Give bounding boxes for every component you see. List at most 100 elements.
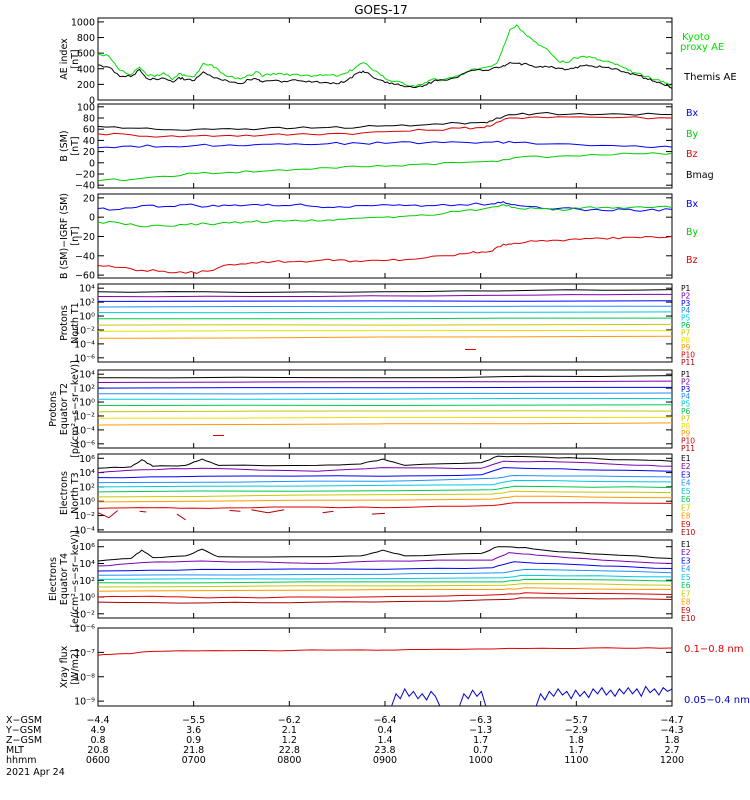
series-line-e10 xyxy=(371,512,386,515)
legend-p1: P1 xyxy=(681,370,691,379)
series-line-bz xyxy=(97,235,673,274)
ephemeris-value: −4.7 xyxy=(660,715,683,726)
plot-date: 2021 Apr 24 xyxy=(6,767,65,778)
series-line-p2 xyxy=(97,293,672,298)
y-tick-label: 10⁻² xyxy=(74,609,95,620)
y-axis-label: [e/(cm²−s−sr−keV)] xyxy=(70,530,81,627)
panel-7: 10⁶ 10⁴ 10² 10⁰ 10⁻² Electrons Equator T4 [e/(c… xyxy=(48,530,696,627)
y-tick-label: 60 xyxy=(83,125,95,136)
y-tick-label: 10⁻⁸ xyxy=(74,672,95,683)
panel-frame xyxy=(97,17,673,101)
ephemeris-value: 0.9 xyxy=(186,735,201,746)
series-line-bz xyxy=(97,116,673,138)
y-tick-label: 10⁶ xyxy=(79,542,95,553)
ephemeris-row-label: Y−GSM xyxy=(5,725,41,736)
y-tick-label: 80 xyxy=(83,114,95,125)
y-tick-label: −60 xyxy=(75,271,95,282)
series-line-e7 xyxy=(97,490,673,498)
series-line-e5 xyxy=(97,574,673,580)
series-line-e10 xyxy=(176,513,186,521)
legend-p3: P3 xyxy=(681,385,691,394)
ephemeris-value: 1.2 xyxy=(282,735,297,746)
legend-e1: E1 xyxy=(681,540,691,549)
ephemeris-value: 0900 xyxy=(373,755,397,766)
ephemeris-row-label: Z−GSM xyxy=(6,735,42,746)
y-tick-label: 10² xyxy=(79,298,95,309)
series-line-p5 xyxy=(97,397,673,400)
y-axis-label: B (SM)−IGRF (SM) xyxy=(59,193,70,279)
legend-xray-1: 0.1−0.8 nm xyxy=(684,644,743,655)
legend-e9: E9 xyxy=(681,520,691,529)
legend-e10: E10 xyxy=(681,528,696,537)
legend-e10: E10 xyxy=(681,614,696,623)
legend-p2: P2 xyxy=(681,377,691,386)
y-tick-label: 20 xyxy=(83,193,95,204)
series-line-p8 xyxy=(97,329,673,332)
y-tick-label: 1000 xyxy=(71,17,95,28)
series-line-e8 xyxy=(97,587,673,592)
series-line-e7 xyxy=(97,583,673,588)
series-line-0-05-0-4-nm xyxy=(459,689,487,707)
ephemeris-value: 0700 xyxy=(182,755,206,766)
y-tick-label: 10⁴ xyxy=(79,559,95,570)
legend-bx: Bx xyxy=(686,199,699,210)
series-line-0-1-0-8-nm xyxy=(97,647,673,656)
ephemeris-value: 1.8 xyxy=(664,735,679,746)
legend-bx: Bx xyxy=(686,108,699,119)
series-line-p6 xyxy=(97,404,673,407)
legend-p10: P10 xyxy=(681,437,695,446)
legend-e3: E3 xyxy=(681,470,691,479)
y-tick-label: 0 xyxy=(89,213,95,224)
series-line-p4 xyxy=(97,305,672,308)
y-axis-label: [nT] xyxy=(70,226,81,245)
ephemeris-value: 2.7 xyxy=(664,745,679,756)
y-axis-label: North T1 xyxy=(70,302,81,343)
legend-by: By xyxy=(686,227,699,238)
y-tick-label: 10⁰ xyxy=(79,312,95,323)
series-line-p1 xyxy=(97,375,673,379)
legend-p5: P5 xyxy=(681,400,691,409)
y-tick-label: 10⁻² xyxy=(74,411,95,422)
ephemeris-value: 23.8 xyxy=(374,745,395,756)
legend-p11: P11 xyxy=(681,358,695,367)
panel-5: 10⁴ 10² 10⁰ 10⁻² 10⁻⁴ 10⁻⁶ Protons Equator T2 [p… xyxy=(48,360,695,458)
legend-bz: Bz xyxy=(686,255,698,266)
series-line-p9 xyxy=(97,335,673,339)
y-tick-label: −40 xyxy=(75,181,95,192)
ephemeris-value: 1.4 xyxy=(377,735,392,746)
legend-bmag: Bmag xyxy=(686,170,714,181)
ephemeris-row-label: X−GSM xyxy=(6,715,42,726)
y-tick-label: −20 xyxy=(75,232,95,243)
y-tick-label: −40 xyxy=(75,251,95,262)
y-tick-label: 10⁻⁶ xyxy=(74,624,95,635)
series-line-e9 xyxy=(97,592,673,599)
legend-p5: P5 xyxy=(681,314,691,323)
y-axis-label: Electrons xyxy=(48,557,59,601)
ephemeris-row-label: MLT xyxy=(6,745,24,756)
ephemeris-table: X−GSM −4.4 −5.5 −6.2 −6.4 −6.3 −5.7 −4.7 Y−GSM 4.… xyxy=(5,715,684,778)
legend-kyoto: Kyoto xyxy=(682,32,710,43)
legend-p8: P8 xyxy=(681,336,691,345)
ephemeris-value: 1000 xyxy=(469,755,493,766)
legend-e2: E2 xyxy=(681,548,691,557)
legend-e7: E7 xyxy=(681,503,691,512)
y-tick-label: 10⁻⁴ xyxy=(74,525,95,536)
legend-kyoto-proxy-ae: proxy AE xyxy=(680,42,724,53)
ephemeris-value: 2.1 xyxy=(282,725,297,736)
legend-e4: E4 xyxy=(681,479,691,488)
ephemeris-value: −2.9 xyxy=(565,725,588,736)
y-tick-label: 10⁻² xyxy=(74,511,95,522)
legend-p7: P7 xyxy=(681,414,691,423)
ephemeris-value: −4.3 xyxy=(660,725,683,736)
legend-e2: E2 xyxy=(681,462,691,471)
series-line-p1 xyxy=(97,289,673,293)
series-line-p8 xyxy=(98,416,673,419)
y-axis-label: Equator T2 xyxy=(59,383,70,435)
legend-e9: E9 xyxy=(681,606,691,615)
legend-p2: P2 xyxy=(681,291,691,300)
series-line-p5 xyxy=(97,311,673,314)
series-line-by xyxy=(97,152,673,182)
y-tick-label: 10⁴ xyxy=(79,370,95,381)
